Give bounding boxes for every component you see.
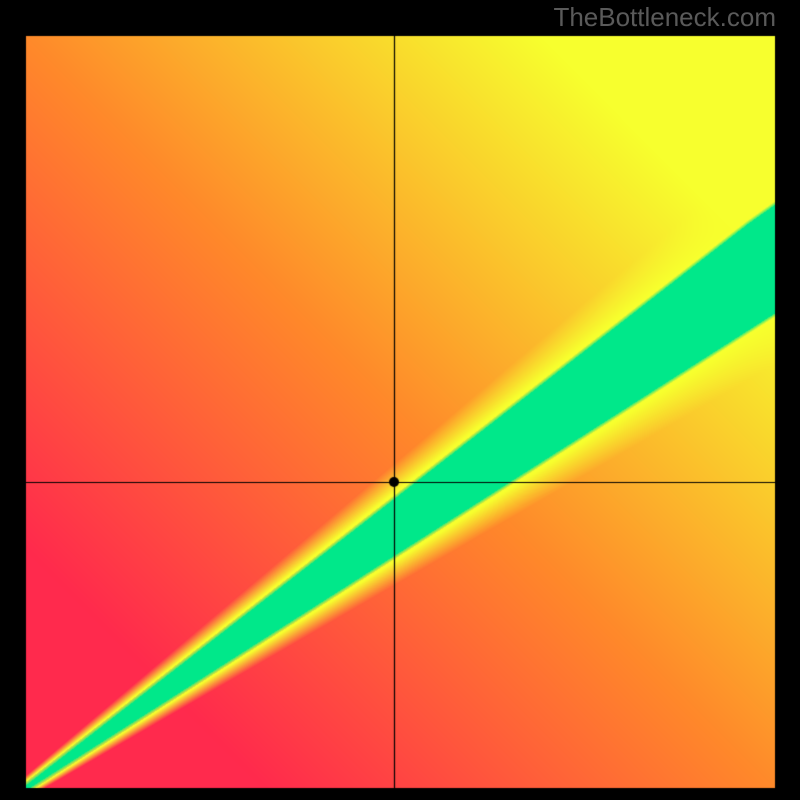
- chart-container: TheBottleneck.com: [0, 0, 800, 800]
- watermark-label: TheBottleneck.com: [553, 2, 776, 33]
- bottleneck-heatmap: [0, 0, 800, 800]
